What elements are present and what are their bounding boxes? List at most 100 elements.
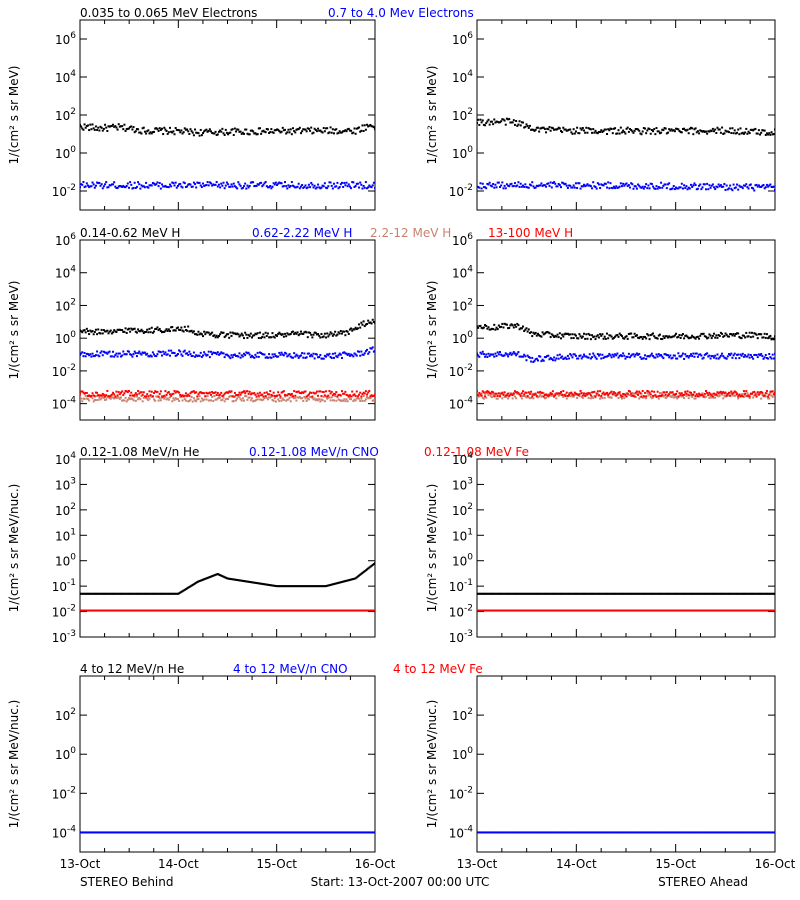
data-point-protons-3 bbox=[686, 390, 689, 393]
data-point-protons-1 bbox=[495, 354, 498, 357]
data-point-protons-3 bbox=[303, 390, 306, 393]
data-point-protons-2 bbox=[106, 396, 109, 399]
data-point-heavy_low-0 bbox=[80, 592, 83, 595]
data-point-protons-1 bbox=[214, 351, 217, 354]
data-point-electrons-1 bbox=[329, 181, 332, 184]
data-point-heavy_low-2 bbox=[501, 609, 504, 612]
data-point-heavy_low-0 bbox=[696, 592, 699, 595]
data-point-protons-0 bbox=[265, 334, 268, 337]
data-point-protons-1 bbox=[740, 354, 743, 357]
data-point-protons-3 bbox=[488, 391, 491, 394]
data-point-protons-1 bbox=[236, 354, 239, 357]
data-point-protons-3 bbox=[746, 394, 749, 397]
data-point-protons-2 bbox=[139, 398, 142, 401]
data-point-protons-1 bbox=[137, 352, 140, 355]
data-point-protons-2 bbox=[490, 396, 493, 399]
data-point-protons-1 bbox=[97, 354, 100, 357]
data-point-electrons-0 bbox=[485, 122, 488, 125]
data-point-protons-3 bbox=[494, 392, 497, 395]
data-point-protons-1 bbox=[254, 353, 257, 356]
data-point-heavy_low-2 bbox=[351, 609, 354, 612]
data-point-protons-3 bbox=[163, 394, 166, 397]
data-point-protons-2 bbox=[703, 396, 706, 399]
data-point-protons-1 bbox=[270, 356, 273, 359]
data-point-electrons-0 bbox=[304, 128, 307, 131]
data-point-protons-2 bbox=[562, 395, 565, 398]
data-point-heavy_low-0 bbox=[220, 574, 223, 577]
data-point-heavy_low-2 bbox=[100, 609, 103, 612]
data-point-protons-3 bbox=[370, 394, 373, 397]
data-point-heavy_low-2 bbox=[739, 609, 742, 612]
data-point-electrons-0 bbox=[772, 133, 775, 136]
data-point-protons-0 bbox=[314, 331, 317, 334]
data-point-electrons-1 bbox=[581, 185, 584, 188]
data-point-heavy_low-2 bbox=[372, 609, 375, 612]
data-point-electrons-1 bbox=[655, 185, 658, 188]
data-point-heavy_low-0 bbox=[272, 584, 275, 587]
data-point-protons-3 bbox=[313, 392, 316, 395]
data-point-heavy_low-0 bbox=[154, 592, 157, 595]
data-point-heavy_low-2 bbox=[233, 609, 236, 612]
data-point-heavy_low-2 bbox=[181, 609, 184, 612]
data-point-electrons-0 bbox=[124, 129, 127, 132]
data-point-electrons-0 bbox=[211, 131, 214, 134]
data-point-heavy_low-2 bbox=[162, 609, 165, 612]
data-point-heavy_low-2 bbox=[551, 609, 554, 612]
data-point-protons-3 bbox=[523, 393, 526, 396]
data-point-electrons-0 bbox=[274, 129, 277, 132]
data-point-protons-1 bbox=[293, 352, 296, 355]
data-point-protons-2 bbox=[285, 399, 288, 402]
data-point-electrons-0 bbox=[198, 134, 201, 137]
data-point-protons-1 bbox=[131, 355, 134, 358]
data-point-protons-2 bbox=[769, 392, 772, 395]
data-point-protons-2 bbox=[303, 395, 306, 398]
data-point-protons-2 bbox=[568, 392, 571, 395]
data-point-protons-1 bbox=[98, 355, 101, 358]
data-point-electrons-1 bbox=[564, 182, 567, 185]
data-point-electrons-0 bbox=[774, 128, 775, 131]
data-point-heavy_low-0 bbox=[640, 592, 643, 595]
data-point-protons-0 bbox=[592, 336, 595, 339]
data-point-electrons-1 bbox=[719, 184, 722, 187]
data-point-protons-1 bbox=[589, 357, 592, 360]
data-point-electrons-0 bbox=[359, 130, 362, 133]
data-point-heavy_low-0 bbox=[270, 584, 273, 587]
data-point-electrons-1 bbox=[206, 181, 209, 184]
data-point-heavy_low-2 bbox=[213, 609, 216, 612]
data-point-electrons-1 bbox=[91, 181, 94, 184]
data-point-electrons-1 bbox=[612, 185, 615, 188]
data-point-electrons-0 bbox=[525, 123, 528, 126]
data-point-heavy_low-0 bbox=[581, 592, 584, 595]
data-point-heavy_low-2 bbox=[232, 609, 235, 612]
data-point-protons-0 bbox=[550, 333, 553, 336]
data-point-protons-3 bbox=[755, 395, 758, 398]
data-point-protons-1 bbox=[306, 352, 309, 355]
data-point-electrons-1 bbox=[298, 187, 301, 190]
data-point-electrons-1 bbox=[700, 188, 703, 191]
data-point-protons-0 bbox=[348, 328, 351, 331]
data-point-protons-3 bbox=[622, 392, 625, 395]
data-point-protons-3 bbox=[137, 390, 140, 393]
panel-electrons-1 bbox=[476, 19, 776, 211]
data-point-heavy_low-0 bbox=[493, 592, 496, 595]
data-point-protons-3 bbox=[91, 392, 94, 395]
data-point-electrons-0 bbox=[360, 129, 363, 132]
data-point-protons-1 bbox=[726, 355, 729, 358]
data-point-protons-0 bbox=[325, 336, 328, 339]
data-point-protons-1 bbox=[237, 355, 240, 358]
data-point-protons-2 bbox=[731, 394, 734, 397]
data-point-protons-3 bbox=[614, 392, 617, 395]
data-point-protons-3 bbox=[661, 394, 664, 397]
data-point-protons-2 bbox=[164, 395, 167, 398]
data-point-heavy_low-2 bbox=[126, 609, 129, 612]
data-point-protons-1 bbox=[225, 353, 228, 356]
data-point-electrons-0 bbox=[625, 127, 628, 130]
data-point-protons-0 bbox=[595, 335, 598, 338]
data-point-electrons-1 bbox=[174, 181, 177, 184]
data-point-protons-3 bbox=[585, 392, 588, 395]
data-point-electrons-1 bbox=[249, 181, 252, 184]
data-point-heavy_low-2 bbox=[122, 609, 125, 612]
data-point-protons-3 bbox=[594, 395, 597, 398]
data-point-protons-3 bbox=[271, 394, 274, 397]
data-point-heavy_low-0 bbox=[663, 592, 666, 595]
